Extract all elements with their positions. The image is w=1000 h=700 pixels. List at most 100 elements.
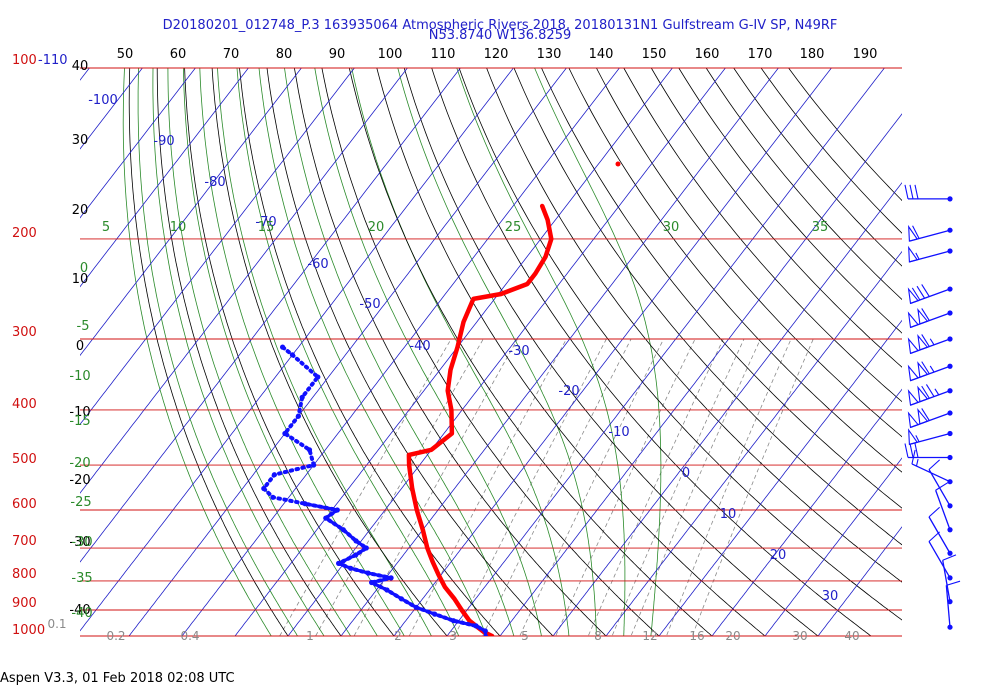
wind-barb-station: [947, 388, 953, 394]
wind-barb-flag: [921, 284, 930, 297]
isotherm-label: -100: [88, 93, 118, 108]
top-scale-label: 80: [276, 47, 293, 62]
moist-adiabat-line: [351, 68, 570, 636]
isotherm-line: [711, 388, 902, 636]
left-scale-label: -20: [69, 473, 90, 488]
isotherm-line: [234, 68, 673, 636]
isotherm-line: [128, 68, 567, 636]
dewpoint-point: [348, 565, 354, 571]
mixing-ratio-line: [611, 338, 745, 636]
pressure-label: 900: [12, 596, 37, 611]
isotherm-label: -80: [204, 175, 225, 190]
pressure-label: 1000: [12, 623, 45, 638]
wind-barb-pennant: [907, 364, 920, 382]
chart-title-line2: N53.8740 W136.8259: [429, 28, 572, 43]
wind-barb-pennant: [907, 389, 920, 406]
left-scale-label: 30: [72, 133, 89, 148]
dewpoint-point: [384, 587, 390, 593]
mixing-ratio-line: [691, 338, 814, 636]
isotherm-line: [80, 68, 302, 357]
dry-adiabat-line: [486, 68, 902, 583]
mixing-ratio-lines: [279, 338, 814, 636]
moist-adiabat-line: [167, 68, 352, 636]
left-scale-label: -40: [69, 603, 90, 618]
pressure-label: 200: [12, 226, 37, 241]
dry-adiabat-line: [431, 68, 872, 636]
dewpoint-point: [302, 501, 308, 507]
sounding-profiles: [261, 161, 621, 636]
mixing-ratio-line: [482, 338, 632, 636]
wind-barb-half-flag: [929, 338, 935, 346]
dewpoint-point: [413, 604, 419, 610]
moist-adiabat-line: [137, 68, 299, 636]
dewpoint-point: [432, 611, 438, 617]
pressure-label: 700: [12, 534, 37, 549]
wind-barb-station: [947, 248, 953, 254]
theta-e-left-label: -40: [71, 606, 92, 621]
dry-adiabat-line: [595, 68, 902, 438]
mixing-ratio-label: 40: [844, 629, 859, 643]
wind-barb: [907, 361, 953, 382]
isotherm-line: [817, 526, 902, 636]
dry-adiabat-line: [348, 68, 713, 636]
wind-barb-flag: [928, 459, 940, 470]
moist-adiabat-line: [314, 68, 542, 636]
dry-adiabats: [128, 68, 902, 636]
isotherm-label: -10: [608, 425, 629, 440]
moist-adiabat-line: [199, 68, 405, 636]
dry-adiabat-line: [239, 68, 501, 636]
wind-barb: [928, 531, 953, 581]
dry-adiabat-line: [184, 68, 395, 636]
dewpoint-point: [299, 394, 305, 400]
wind-barb-flag: [911, 449, 916, 465]
dewpoint-point: [365, 570, 371, 576]
dry-adiabat-line: [541, 68, 902, 509]
wind-barb-pennant: [907, 311, 920, 329]
dewpoint-point: [398, 596, 404, 602]
dry-adiabat-line: [705, 68, 902, 300]
isotherm-label: -20: [558, 384, 579, 399]
wind-barb: [942, 554, 957, 605]
top-scale-label: 130: [537, 47, 562, 62]
theta-e-left-label: -20: [69, 456, 90, 471]
wind-barb-station: [947, 430, 953, 437]
theta-e-left-label: -5: [77, 319, 90, 334]
top-scale-label: 50: [117, 47, 134, 62]
dewpoint-point: [271, 472, 277, 478]
wind-barb-flag: [914, 443, 919, 458]
isotherm-label: 0: [682, 466, 690, 481]
dewpoint-point: [315, 374, 321, 380]
wind-barb-half-flag: [915, 252, 920, 260]
wind-barb-flag: [921, 385, 930, 399]
isotherm-line: [80, 68, 461, 563]
moist-adiabat-line: [236, 68, 460, 636]
pressure-label: 600: [12, 497, 37, 512]
dewpoint-point: [270, 494, 276, 500]
dewpoint-point: [311, 462, 317, 468]
top-scale-label: 150: [642, 47, 667, 62]
dry-adiabat-line: [458, 68, 902, 621]
mixing-ratio-line: [454, 338, 607, 636]
wind-barb: [928, 506, 953, 556]
isotherm-label: 30: [822, 589, 839, 604]
dry-adiabat-line: [568, 68, 902, 473]
left-scale-label: 40: [72, 59, 89, 74]
dewpoint-point: [261, 485, 267, 492]
wind-barb-flag: [928, 531, 940, 542]
dry-adiabat-line: [321, 68, 660, 636]
mixing-ratio-label: 0.2: [106, 629, 125, 643]
moist-adiabat-line: [122, 68, 272, 636]
dewpoint-point: [363, 545, 369, 551]
pressure-label: 500: [12, 452, 37, 467]
dry-adiabat-line: [293, 68, 607, 636]
isobars: [80, 67, 902, 637]
wind-barb-pennant: [908, 224, 919, 242]
dry-adiabat-line: [650, 68, 902, 368]
theta-e-left-label: -35: [71, 571, 92, 586]
wind-barb-staff: [945, 585, 951, 628]
wind-barb-half-flag: [934, 388, 940, 396]
wind-barb-station: [947, 527, 953, 533]
pressure-label: 300: [12, 325, 37, 340]
dewpoint-point: [306, 447, 313, 453]
wind-barb: [907, 333, 953, 355]
